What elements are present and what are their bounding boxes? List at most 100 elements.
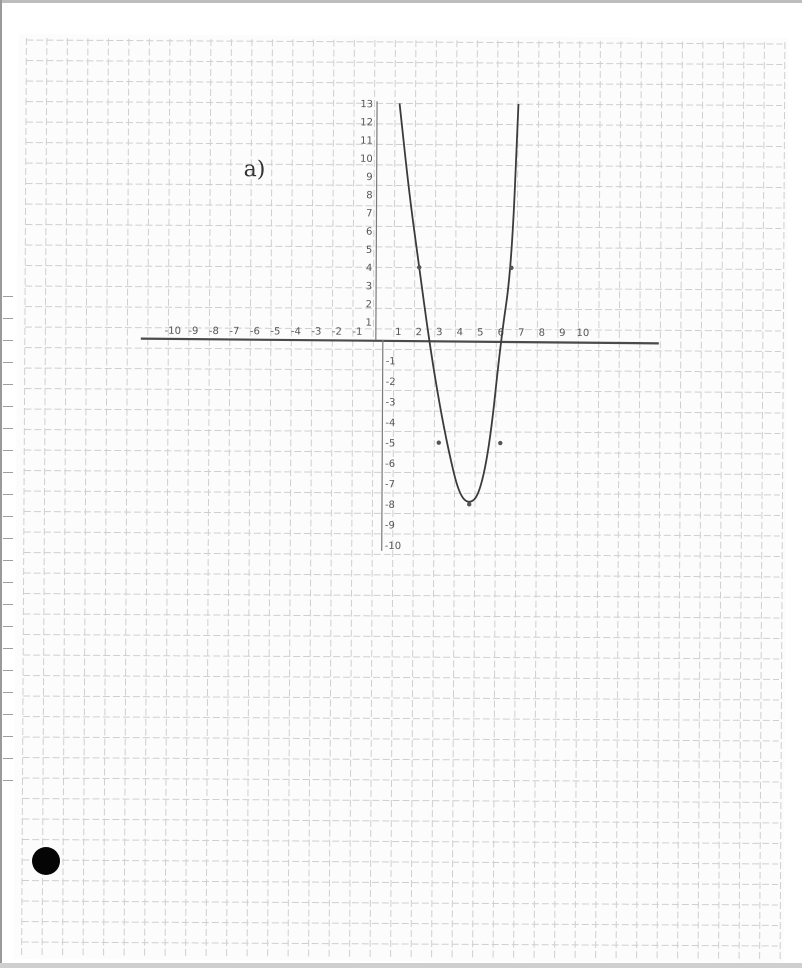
x-tick-label: -9 — [188, 326, 198, 337]
grid-line-horizontal — [25, 348, 781, 352]
grid-line-vertical — [780, 42, 785, 959]
left-margin-tick — [3, 604, 13, 605]
y-tick-label: 4 — [366, 263, 372, 274]
window-bottom-edge — [0, 963, 802, 968]
grid-line-horizontal — [24, 430, 780, 434]
left-margin-tick — [3, 428, 13, 429]
x-tick-label: -8 — [209, 326, 219, 337]
grid-line-horizontal — [23, 737, 779, 741]
grid-line-horizontal — [23, 778, 779, 782]
grid-line-horizontal — [25, 368, 781, 372]
grid-line-horizontal — [25, 266, 781, 270]
grid-line-horizontal — [22, 901, 778, 905]
grid-line-horizontal — [24, 573, 780, 577]
grid-line-vertical — [678, 41, 683, 958]
left-margin-tick — [3, 714, 13, 715]
x-tick-label: -5 — [270, 326, 280, 337]
grid-line-horizontal — [23, 655, 779, 659]
marked-points — [416, 265, 514, 507]
grid-line-vertical — [145, 39, 150, 956]
x-tick-label: 9 — [559, 328, 565, 339]
grid-line-vertical — [637, 41, 642, 958]
grid-line-vertical — [555, 41, 560, 958]
x-tick-label: -7 — [229, 326, 239, 337]
grid-line-vertical — [739, 42, 744, 959]
grid-line-vertical — [391, 40, 396, 957]
grid-line-vertical — [104, 38, 109, 955]
grid-line-horizontal — [26, 61, 782, 65]
grid-line-horizontal — [23, 614, 779, 618]
left-margin-tick — [3, 626, 13, 627]
x-tick-label: 10 — [576, 328, 589, 339]
grid-lines — [22, 38, 785, 959]
grid-line-vertical — [534, 41, 539, 958]
x-tick-label: 1 — [395, 327, 401, 338]
y-tick-labels: 13121110987654321-1-2-3-4-5-6-7-8-9-10 — [358, 99, 403, 552]
x-tick-label: 2 — [416, 327, 422, 338]
x-tick-label: -6 — [250, 326, 260, 337]
graph-paper-svg: a) -10 -9 -8 -7 -6 -5 -4 -3 -2 -1 1 2 3 4 5 6 7 8 9 10 1312… — [14, 34, 789, 963]
y-tick-label: 9 — [366, 172, 372, 183]
y-tick-label: 5 — [366, 245, 372, 256]
grid-line-vertical — [760, 42, 765, 959]
grid-line-vertical — [657, 41, 662, 958]
grid-line-horizontal — [25, 327, 781, 331]
left-margin-tick — [3, 560, 13, 561]
grid-line-vertical — [452, 40, 457, 957]
y-tick-label: 3 — [366, 281, 372, 292]
left-margin-tick — [3, 538, 13, 539]
grid-line-horizontal — [25, 245, 781, 249]
y-tick-label: -3 — [385, 397, 395, 408]
grid-line-horizontal — [23, 696, 779, 700]
grid-line-vertical — [63, 38, 68, 955]
left-margin-tick — [3, 648, 13, 649]
y-tick-label: -8 — [385, 500, 395, 511]
grid-line-horizontal — [24, 553, 780, 557]
x-tick-label: 5 — [477, 327, 483, 338]
left-margin-tick — [3, 450, 13, 451]
y-tick-label: -9 — [385, 520, 395, 531]
data-point — [498, 441, 502, 445]
grid-line-vertical — [698, 42, 703, 959]
left-margin-tick — [3, 472, 13, 473]
grid-line-vertical — [268, 39, 273, 956]
grid-line-vertical — [575, 41, 580, 958]
part-label-a: a) — [244, 157, 266, 182]
left-margin-tick — [3, 582, 13, 583]
grid-line-horizontal — [26, 204, 782, 208]
grid-line-horizontal — [26, 163, 782, 167]
left-margin-tick — [3, 758, 13, 759]
grid-line-horizontal — [23, 717, 779, 721]
grid-line-horizontal — [24, 512, 780, 516]
x-tick-label: 8 — [539, 328, 545, 339]
grid-line-horizontal — [23, 635, 779, 639]
grid-line-horizontal — [26, 122, 782, 126]
data-point — [437, 440, 441, 444]
x-tick-label: 4 — [457, 327, 463, 338]
grid-line-horizontal — [24, 471, 780, 475]
grid-line-horizontal — [23, 594, 779, 598]
grid-line-horizontal — [22, 860, 778, 864]
grid-line-horizontal — [22, 799, 778, 803]
left-margin-tick — [3, 736, 13, 737]
grid-line-vertical — [22, 38, 27, 955]
left-margin-tick — [3, 318, 13, 319]
punch-hole — [32, 847, 60, 875]
grid-line-vertical — [719, 42, 724, 959]
left-margin-tick — [3, 516, 13, 517]
grid-line-horizontal — [26, 40, 782, 44]
window-top-edge — [0, 0, 802, 3]
left-margin-tick — [3, 406, 13, 407]
y-tick-label: -1 — [386, 356, 396, 367]
x-tick-label: -10 — [165, 326, 181, 337]
window-left-edge — [0, 0, 2, 968]
grid-line-vertical — [124, 39, 129, 956]
x-axis — [141, 339, 659, 344]
data-point — [417, 265, 421, 269]
grid-line-vertical — [493, 41, 498, 958]
grid-line-horizontal — [25, 225, 781, 229]
x-tick-label: -4 — [291, 326, 301, 337]
grid-line-horizontal — [25, 389, 781, 393]
grid-line-horizontal — [25, 286, 781, 290]
